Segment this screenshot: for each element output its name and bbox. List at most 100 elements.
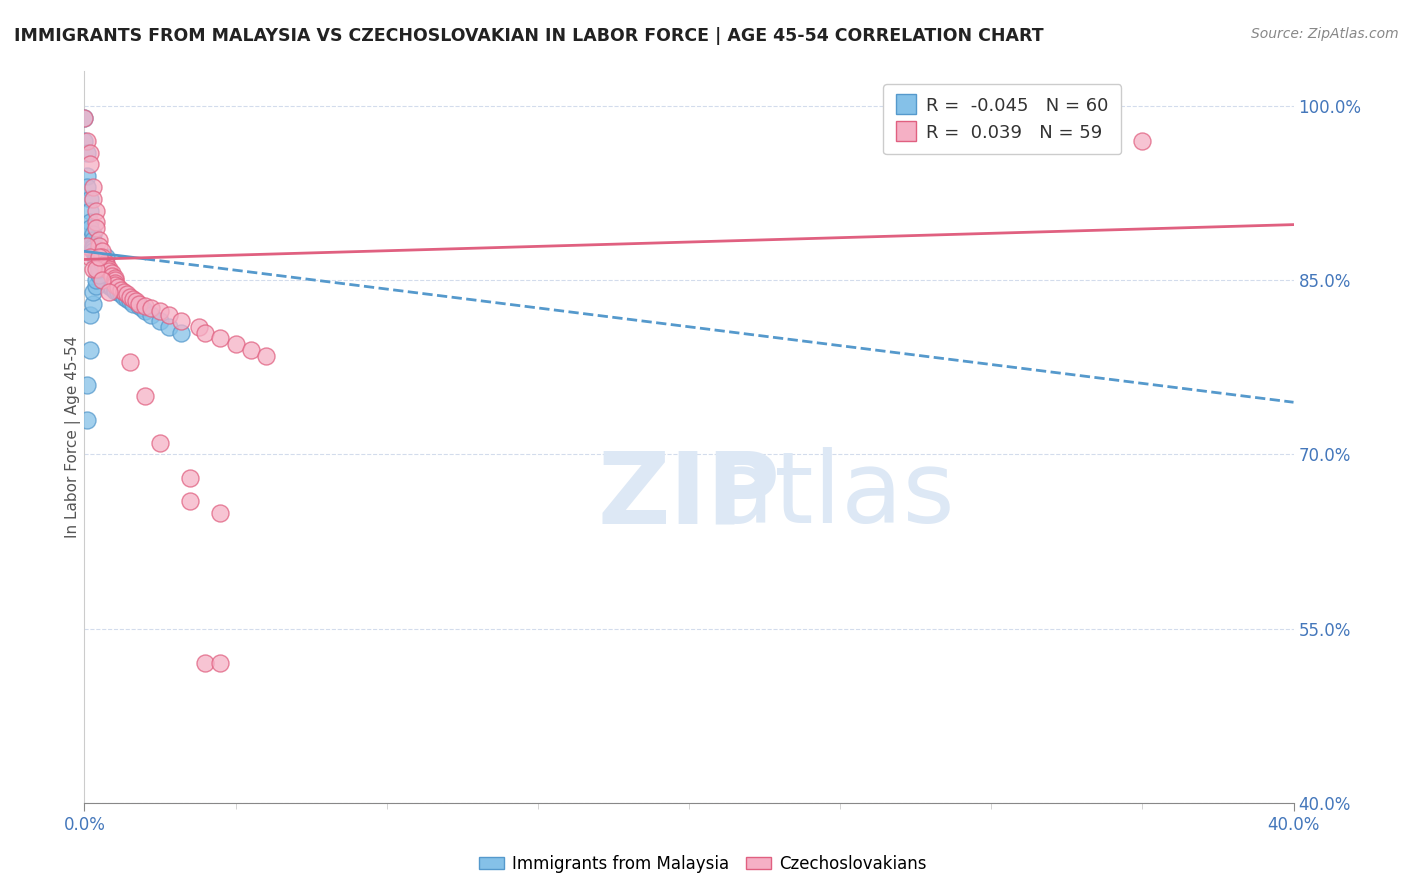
Point xyxy=(118,294,141,309)
Point xyxy=(121,296,143,310)
Point xyxy=(82,227,104,241)
Point xyxy=(104,271,127,285)
Point xyxy=(100,266,122,280)
Point xyxy=(86,254,108,268)
Point xyxy=(89,250,111,264)
Point xyxy=(128,299,150,313)
Point xyxy=(100,280,122,294)
Point xyxy=(134,303,156,318)
Point xyxy=(79,157,101,171)
Point xyxy=(97,264,120,278)
Point xyxy=(76,134,98,148)
Point xyxy=(128,296,150,310)
Point xyxy=(157,308,180,322)
Point xyxy=(89,260,111,275)
Text: ZIP: ZIP xyxy=(598,447,780,544)
Legend: R =  -0.045   N = 60, R =  0.039   N = 59: R = -0.045 N = 60, R = 0.039 N = 59 xyxy=(883,84,1121,154)
Point xyxy=(94,273,117,287)
Point xyxy=(82,192,104,206)
Point xyxy=(107,285,129,299)
Point xyxy=(131,301,153,316)
Text: atlas: atlas xyxy=(713,447,955,544)
Point xyxy=(194,326,217,340)
Point xyxy=(86,252,108,267)
Point xyxy=(112,285,135,299)
Point xyxy=(94,260,117,275)
Point xyxy=(89,268,111,282)
Point xyxy=(170,314,193,328)
Point xyxy=(115,287,138,301)
Point xyxy=(89,264,111,278)
Point xyxy=(79,203,101,218)
Point xyxy=(209,331,232,345)
Point xyxy=(157,319,180,334)
Point xyxy=(89,261,111,276)
Point xyxy=(89,258,111,272)
Point xyxy=(100,281,122,295)
Point xyxy=(134,389,156,403)
Point xyxy=(76,169,98,183)
Point xyxy=(76,238,98,252)
Point xyxy=(86,215,108,229)
Y-axis label: In Labor Force | Age 45-54: In Labor Force | Age 45-54 xyxy=(65,336,82,538)
Point xyxy=(73,111,96,125)
Point xyxy=(107,280,129,294)
Point xyxy=(254,349,277,363)
Point xyxy=(79,145,101,160)
Point xyxy=(100,268,122,283)
Point xyxy=(209,506,232,520)
Point xyxy=(79,250,101,264)
Point xyxy=(89,233,111,247)
Point xyxy=(139,308,162,322)
Point xyxy=(82,241,104,255)
Point xyxy=(170,326,193,340)
Text: Source: ZipAtlas.com: Source: ZipAtlas.com xyxy=(1251,27,1399,41)
Point xyxy=(239,343,262,357)
Point xyxy=(118,290,141,304)
Point xyxy=(139,301,162,316)
Point xyxy=(91,273,114,287)
Point xyxy=(91,272,114,286)
Point xyxy=(76,180,98,194)
Point xyxy=(179,471,201,485)
Point xyxy=(188,319,211,334)
Point xyxy=(104,273,127,287)
Point xyxy=(79,221,101,235)
Point xyxy=(118,354,141,368)
Point xyxy=(91,256,114,270)
Text: IMMIGRANTS FROM MALAYSIA VS CZECHOSLOVAKIAN IN LABOR FORCE | AGE 45-54 CORRELATI: IMMIGRANTS FROM MALAYSIA VS CZECHOSLOVAK… xyxy=(14,27,1043,45)
Point xyxy=(89,261,111,276)
Point xyxy=(91,244,114,259)
Point xyxy=(73,111,96,125)
Point xyxy=(1130,134,1153,148)
Point xyxy=(104,277,127,292)
Point xyxy=(73,134,96,148)
Point xyxy=(94,276,117,290)
Point xyxy=(86,261,108,276)
Point xyxy=(86,279,108,293)
Point xyxy=(149,436,172,450)
Point xyxy=(86,246,108,260)
Point xyxy=(115,292,138,306)
Point xyxy=(89,256,111,270)
Point xyxy=(97,285,120,299)
Point xyxy=(86,221,108,235)
Point xyxy=(82,261,104,276)
Point xyxy=(104,284,127,298)
Point xyxy=(76,377,98,392)
Point xyxy=(104,276,127,290)
Point xyxy=(91,250,114,264)
Point xyxy=(79,308,101,322)
Point xyxy=(79,192,101,206)
Point xyxy=(134,299,156,313)
Point xyxy=(82,233,104,247)
Point xyxy=(149,303,172,318)
Point xyxy=(82,238,104,252)
Point xyxy=(76,412,98,426)
Point xyxy=(110,283,132,297)
Point xyxy=(149,314,172,328)
Point xyxy=(94,256,117,270)
Point xyxy=(94,258,117,272)
Point xyxy=(89,266,111,280)
Point xyxy=(86,250,108,264)
